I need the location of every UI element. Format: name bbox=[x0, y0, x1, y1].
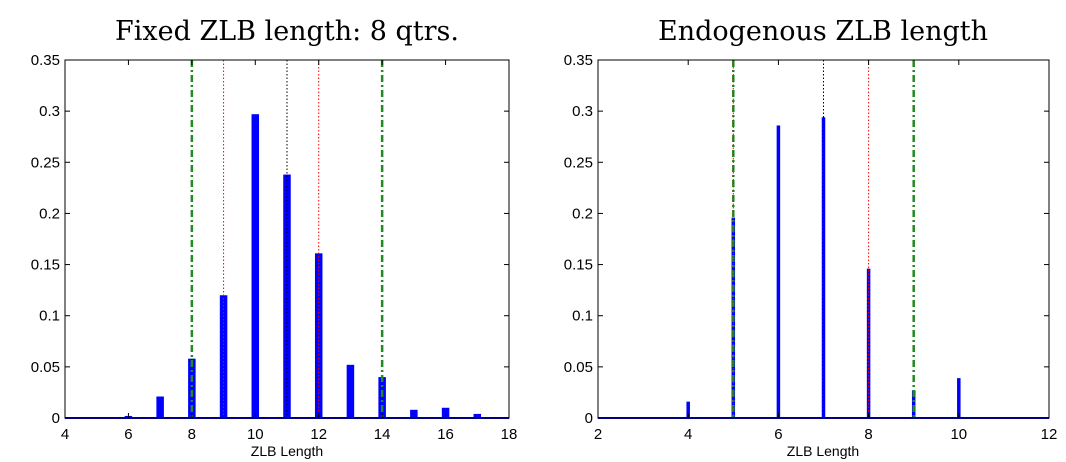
ytick-label-right: 0.3 bbox=[572, 103, 593, 120]
ytick-label-left: 0.15 bbox=[31, 257, 60, 274]
bar-left-13 bbox=[346, 364, 355, 418]
xtick-label-left: 4 bbox=[61, 426, 69, 443]
ytick-label-left: 0.2 bbox=[39, 205, 60, 222]
chart-title-right: Endogenous ZLB length bbox=[658, 16, 988, 47]
xtick-label-right: 10 bbox=[950, 426, 967, 443]
xtick-label-right: 2 bbox=[594, 426, 602, 443]
ytick-label-right: 0.35 bbox=[564, 52, 593, 69]
ytick-label-right: 0.15 bbox=[564, 257, 593, 274]
ytick-label-right: 0 bbox=[585, 410, 593, 427]
bar-left-10 bbox=[251, 114, 260, 418]
ytick-label-right: 0.2 bbox=[572, 205, 593, 222]
bar-right-4 bbox=[686, 401, 690, 418]
bar-right-8 bbox=[866, 268, 871, 418]
x-axis-label-right: ZLB Length bbox=[787, 443, 859, 459]
ytick-label-left: 0.3 bbox=[39, 103, 60, 120]
ytick-label-left: 0 bbox=[52, 410, 60, 427]
xtick-label-left: 12 bbox=[310, 426, 327, 443]
xtick-label-left: 18 bbox=[501, 426, 518, 443]
xtick-label-left: 14 bbox=[374, 426, 391, 443]
bar-right-10 bbox=[957, 378, 961, 418]
xtick-label-right: 12 bbox=[1041, 426, 1058, 443]
xtick-label-left: 6 bbox=[124, 426, 132, 443]
bar-left-11 bbox=[283, 174, 291, 418]
ytick-label-right: 0.1 bbox=[572, 308, 593, 325]
bar-left-7 bbox=[156, 396, 164, 418]
ytick-label-left: 0.05 bbox=[31, 359, 60, 376]
bar-left-12 bbox=[314, 253, 323, 418]
ytick-label-left: 0.25 bbox=[31, 154, 60, 171]
x-axis-label-left: ZLB Length bbox=[251, 443, 323, 459]
bar-left-16 bbox=[441, 407, 450, 418]
axes-box-left bbox=[64, 59, 510, 419]
xtick-label-left: 10 bbox=[247, 426, 264, 443]
bar-left-15 bbox=[410, 409, 418, 418]
ytick-label-left: 0.1 bbox=[39, 308, 60, 325]
chart-title-left: Fixed ZLB length: 8 qtrs. bbox=[115, 16, 459, 47]
axes-box-right bbox=[597, 59, 1050, 419]
bar-left-9 bbox=[219, 295, 228, 418]
ytick-label-right: 0.25 bbox=[564, 154, 593, 171]
bar-left-14 bbox=[378, 377, 386, 418]
bar-right-6 bbox=[776, 125, 781, 418]
xtick-label-left: 16 bbox=[437, 426, 454, 443]
bar-right-9 bbox=[911, 390, 916, 418]
bar-left-17 bbox=[473, 413, 482, 418]
ytick-label-right: 0.05 bbox=[564, 359, 593, 376]
xtick-label-right: 4 bbox=[684, 426, 692, 443]
xtick-label-right: 8 bbox=[864, 426, 872, 443]
ytick-label-left: 0.35 bbox=[31, 52, 60, 69]
xtick-label-left: 8 bbox=[188, 426, 196, 443]
bar-left-8 bbox=[188, 358, 196, 418]
xtick-label-right: 6 bbox=[774, 426, 782, 443]
